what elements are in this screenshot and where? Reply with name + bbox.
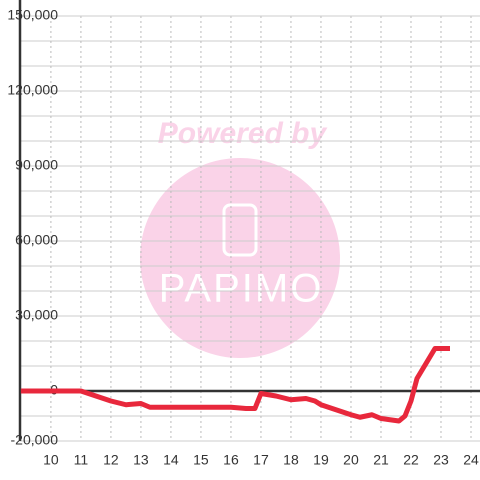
y-tick-label: 30,000: [15, 307, 58, 323]
y-tick-label: -20,000: [11, 432, 59, 448]
x-tick-label: 12: [103, 452, 119, 468]
x-tick-label: 10: [43, 452, 59, 468]
y-tick-label: 150,000: [7, 7, 58, 23]
y-tick-label: 60,000: [15, 232, 58, 248]
x-tick-label: 20: [343, 452, 359, 468]
x-tick-label: 23: [433, 452, 449, 468]
watermark-text: Powered by: [158, 117, 328, 150]
x-tick-label: 21: [373, 452, 389, 468]
x-tick-label: 16: [223, 452, 239, 468]
y-tick-label: 90,000: [15, 157, 58, 173]
watermark-phone: [222, 203, 258, 257]
x-tick-label: 22: [403, 452, 419, 468]
watermark-logo: [140, 158, 340, 358]
watermark-text: PAPIMO: [159, 267, 324, 311]
x-tick-label: 19: [313, 452, 329, 468]
x-tick-label: 17: [253, 452, 269, 468]
x-tick-label: 15: [193, 452, 209, 468]
x-tick-label: 18: [283, 452, 299, 468]
x-tick-label: 13: [133, 452, 149, 468]
x-tick-label: 24: [463, 452, 479, 468]
line: [20, 346, 450, 424]
x-tick-label: 14: [163, 452, 179, 468]
x-tick-label: 11: [74, 452, 89, 468]
grid: -20,000030,00060,00090,000120,000150,000…: [7, 0, 480, 468]
plot: [20, 346, 450, 424]
y-tick-label: 120,000: [7, 82, 58, 98]
